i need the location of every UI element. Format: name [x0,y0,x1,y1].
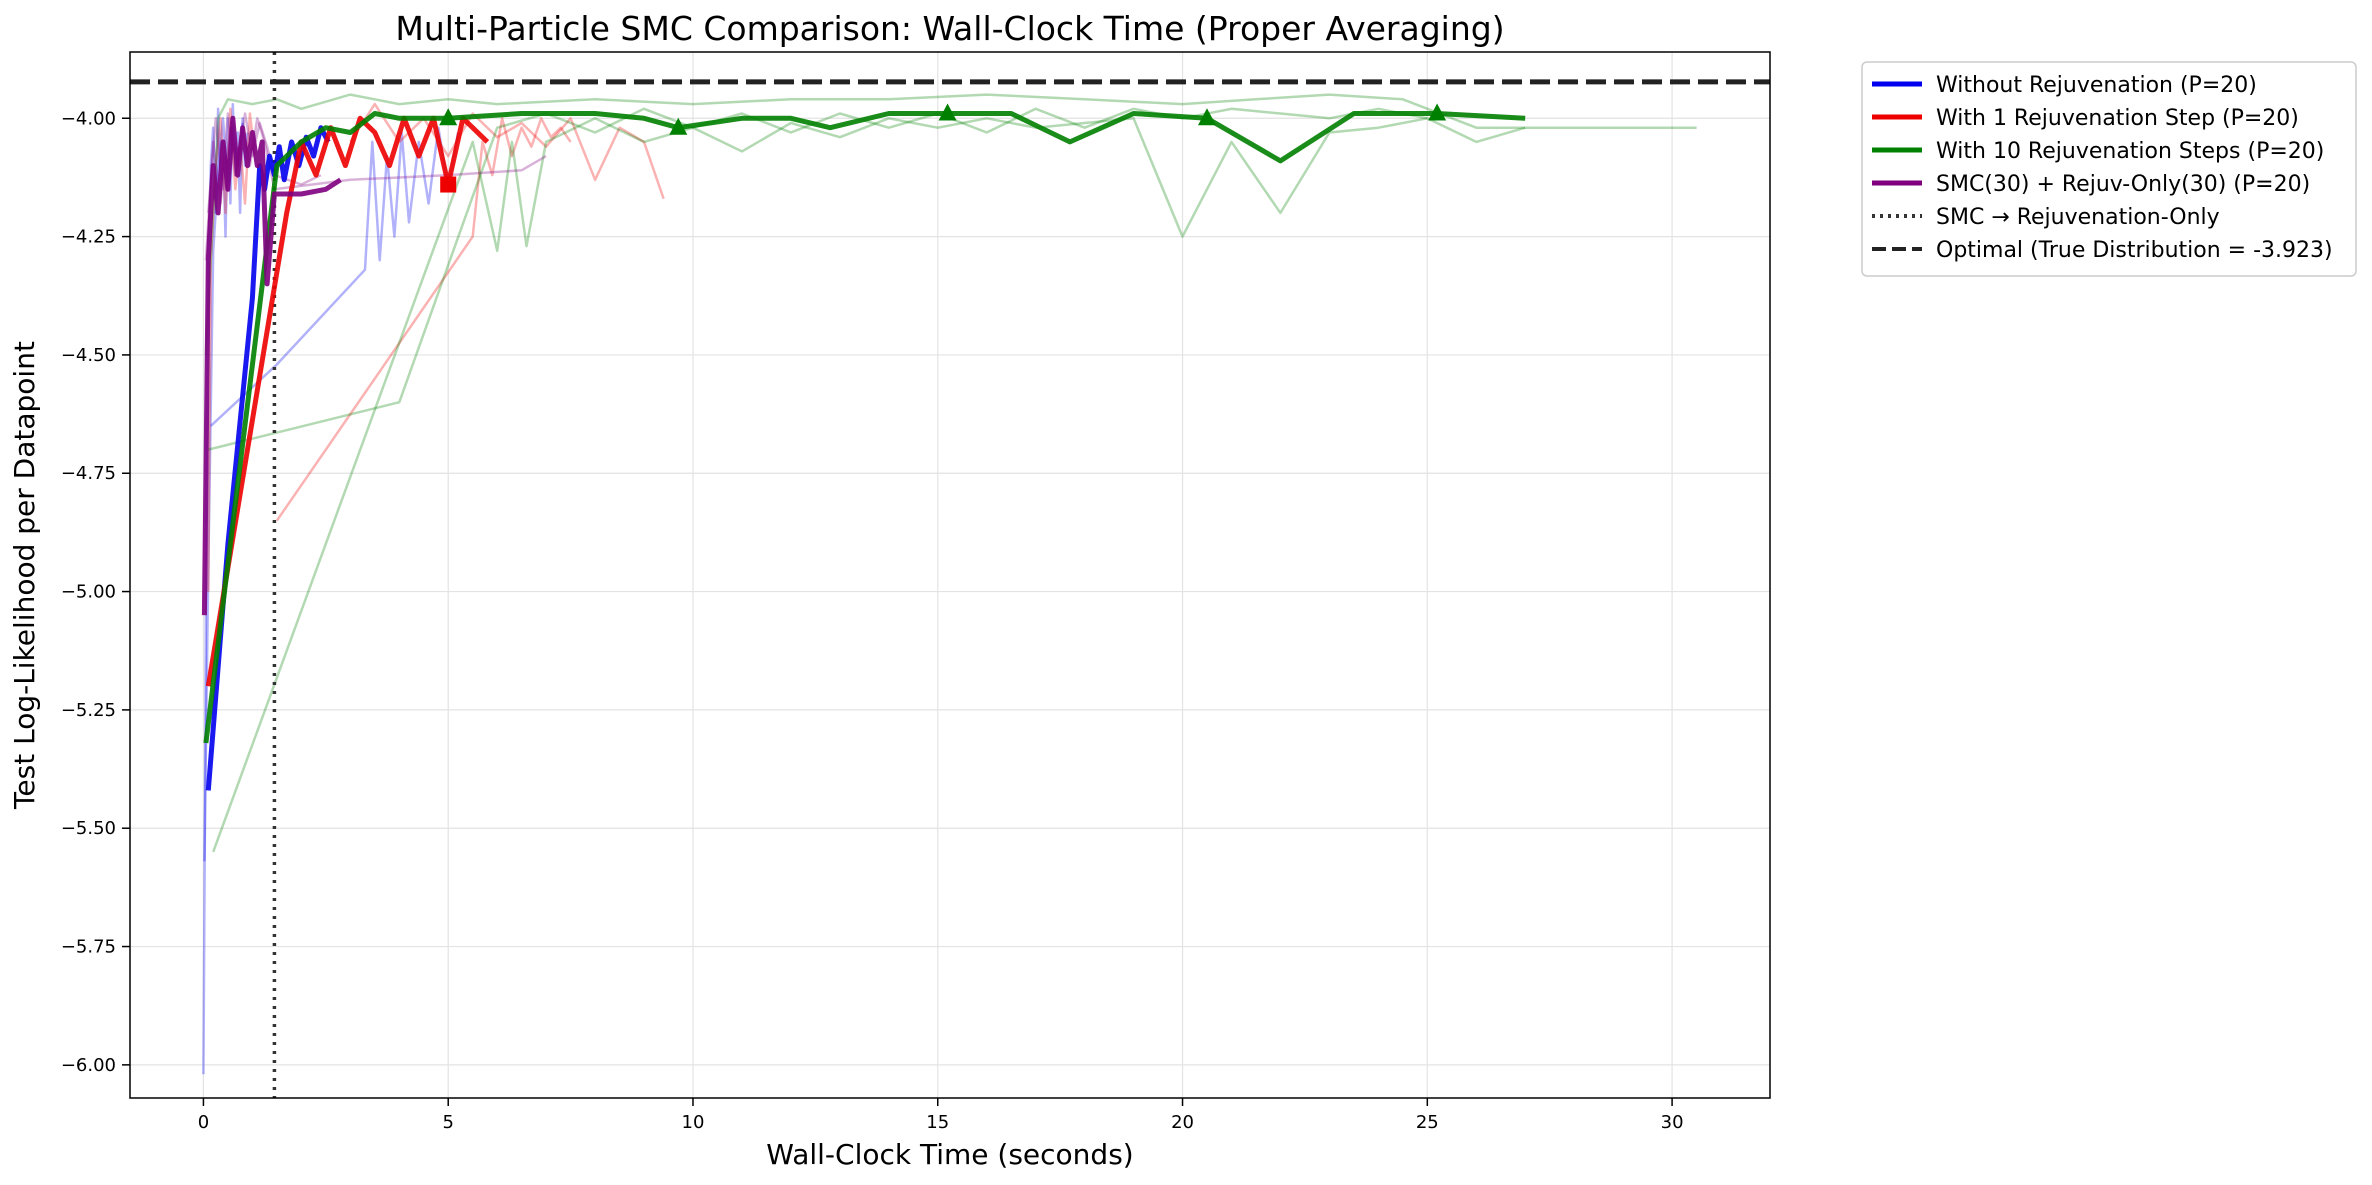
series-markers [439,103,1447,193]
y-tick-label: −4.75 [61,463,116,484]
y-tick-label: −5.75 [61,937,116,958]
x-tick-label: 25 [1416,1112,1439,1133]
triangle-marker [938,103,957,121]
x-tick-label: 0 [198,1112,209,1133]
plot-frame [129,51,1771,1099]
x-tick-label: 20 [1171,1112,1194,1133]
legend: Without Rejuvenation (P=20) With 1 Rejuve… [1861,61,2357,277]
y-axis: −6.00 −5.75 −5.50 −5.25 −5.00 −4.75 −4.50 −4.25… [61,108,130,1076]
legend-entry-label: With 1 Rejuvenation Step (P=20) [1936,106,2299,131]
x-tick-label: 5 [442,1112,453,1133]
mean-series-line [205,115,490,687]
individual-run-line [212,117,1526,853]
chart-title: Multi-Particle SMC Comparison: Wall-Cloc… [395,9,1504,48]
mean-series-line [201,115,342,616]
legend-entry-label: With 10 Rejuvenation Steps (P=20) [1936,139,2324,164]
mean-series-line [205,125,331,791]
triangle-marker [1198,108,1217,126]
y-tick-label: −5.25 [61,700,116,721]
y-tick-label: −6.00 [61,1055,116,1076]
individual-run-line [349,102,665,200]
x-axis-label: Wall-Clock Time (seconds) [766,1138,1133,1171]
y-tick-label: −4.25 [61,227,116,248]
y-axis-label: Test Log-Likelihood per Datapoint [8,341,41,810]
x-tick-label: 15 [926,1112,949,1133]
legend-entry-label: Without Rejuvenation (P=20) [1936,73,2257,98]
y-tick-label: −4.50 [61,345,116,366]
triangle-marker [1428,103,1447,121]
x-tick-label: 30 [1661,1112,1684,1133]
x-axis: 0 5 10 15 20 25 30 [198,1098,1684,1133]
triangle-marker [439,108,458,126]
y-tick-label: −4.00 [61,108,116,129]
triangle-marker [669,117,688,135]
legend-frame [1861,61,2357,277]
y-tick-label: −5.00 [61,582,116,603]
reference-lines [130,52,1770,1098]
square-marker [440,176,457,193]
grid [130,52,1770,1098]
legend-entry-label: SMC → Rejuvenation-Only [1936,205,2220,230]
legend-entry-label: Optimal (True Distribution = -3.923) [1936,238,2333,263]
y-tick-label: −5.50 [61,818,116,839]
individual-run-line [207,107,1428,451]
legend-entry-label: SMC(30) + Rejuv-Only(30) (P=20) [1936,172,2310,197]
individual-run-line [275,117,572,522]
x-tick-label: 10 [682,1112,705,1133]
individual-run-line [204,93,1697,355]
